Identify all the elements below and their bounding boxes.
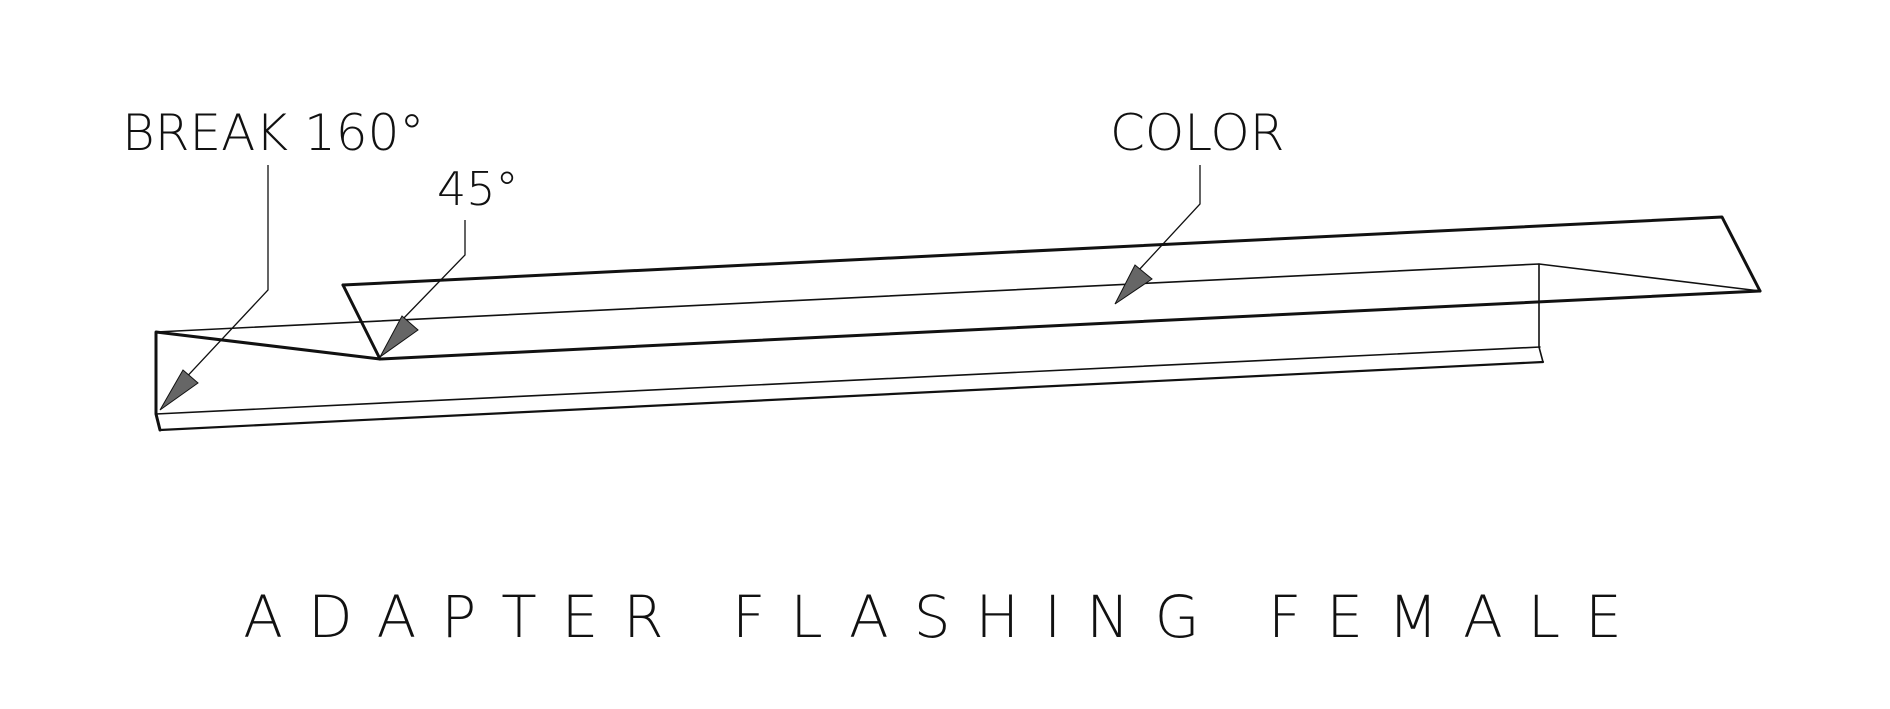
angle-arrowhead bbox=[379, 315, 419, 358]
angle-leader-line bbox=[400, 220, 466, 322]
flange-angle-callout: 45° bbox=[437, 162, 519, 216]
leader-lines bbox=[179, 165, 1201, 385]
arrowheads bbox=[159, 264, 1153, 411]
color-arrowhead bbox=[1114, 264, 1153, 305]
break-leader-line bbox=[179, 165, 269, 385]
color-callout: COLOR bbox=[1110, 104, 1285, 162]
left-end-profile bbox=[154, 330, 382, 432]
inner-bottom-line bbox=[155, 346, 1541, 415]
break-arrowhead bbox=[159, 369, 199, 411]
flange-bottom-edge bbox=[378, 289, 1762, 361]
flange-top-edge bbox=[341, 215, 1762, 293]
break-angle-callout: BREAK 160° bbox=[122, 104, 425, 162]
right-end-profile bbox=[1538, 263, 1544, 363]
flashing-profile bbox=[154, 215, 1762, 432]
back-upper-edge bbox=[155, 263, 1761, 333]
color-leader-line bbox=[1137, 165, 1201, 272]
drawing-title: ADAPTER FLASHING FEMALE bbox=[243, 583, 1647, 651]
outer-bottom-line bbox=[158, 360, 1545, 432]
